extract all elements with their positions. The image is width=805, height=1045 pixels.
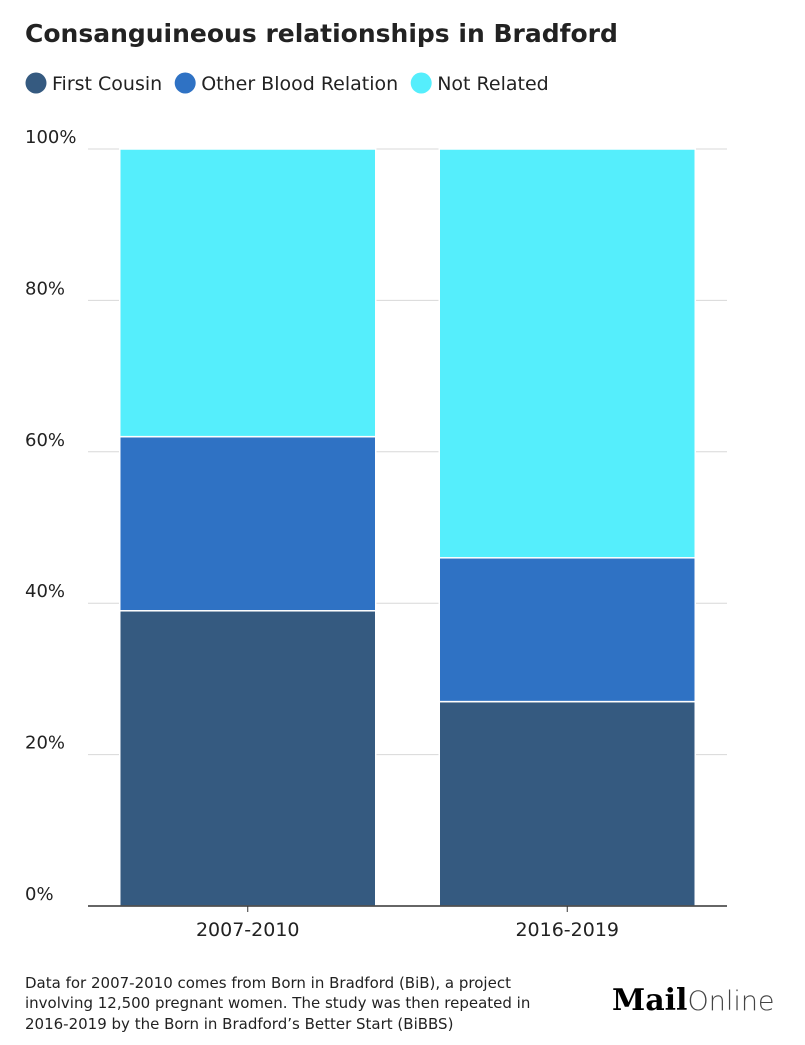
bar-segment: [119, 610, 377, 907]
note-line: Data for 2007-2010 comes from Born in Br…: [25, 974, 511, 992]
bar-segment: [119, 148, 377, 438]
y-tick-label: 100%: [25, 127, 76, 148]
logo-bold: Mail: [612, 983, 687, 1018]
legend-label: First Cousin: [52, 73, 162, 95]
y-tick-label: 40%: [25, 581, 65, 602]
x-tick-label: 2016-2019: [515, 919, 619, 941]
legend-marker: [174, 72, 196, 94]
bar-segment: [119, 435, 377, 612]
chart-title: Consanguineous relationships in Bradford: [25, 19, 618, 48]
logo-light: Online: [687, 986, 774, 1017]
y-tick-label: 0%: [25, 884, 54, 905]
logo: MailOnline: [612, 983, 775, 1018]
y-tick-label: 20%: [25, 733, 65, 754]
legend-marker: [25, 72, 47, 94]
note-line: 2016-2019 by the Born in Bradford’s Bett…: [25, 1015, 453, 1033]
y-tick-label: 60%: [25, 430, 65, 451]
x-tick-label: 2007-2010: [196, 919, 300, 941]
plot: 0% 20% 40% 60% 80% 100% 2007-2010 2016-2019: [25, 127, 727, 941]
note-line: involving 12,500 pregnant women. The stu…: [25, 994, 530, 1012]
legend: First Cousin Other Blood Relation Not Rela…: [25, 72, 549, 95]
bar-segment: [438, 700, 696, 907]
legend-label: Not Related: [437, 73, 549, 95]
y-tick-label: 80%: [25, 278, 65, 299]
bar-segment: [438, 557, 696, 703]
legend-marker: [410, 72, 432, 94]
bar-segment: [438, 148, 696, 559]
legend-label: Other Blood Relation: [201, 73, 398, 95]
